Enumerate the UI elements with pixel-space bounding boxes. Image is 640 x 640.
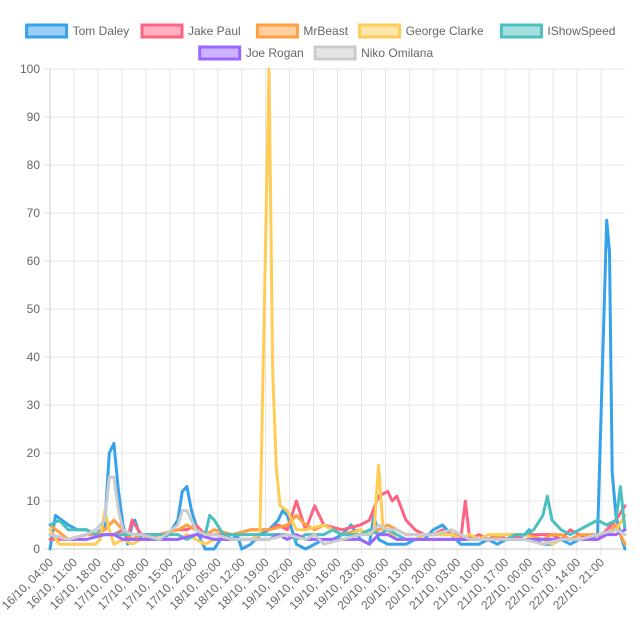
legend-label: IShowSpeed [547, 24, 615, 38]
legend-item-joe-rogan[interactable]: Joe Rogan [198, 45, 304, 61]
legend[interactable]: Tom Daley Jake Paul MrBeast George Clarke IS… [25, 23, 616, 61]
y-tick-label: 0 [33, 542, 40, 556]
legend-item-jake-paul[interactable]: Jake Paul [140, 23, 241, 39]
legend-item-niko-omilana[interactable]: Niko Omilana [313, 45, 433, 61]
y-tick-label: 80 [27, 158, 41, 172]
y-tick-label: 40 [27, 350, 41, 364]
y-tick-label: 20 [27, 446, 41, 460]
legend-item-george-clarke[interactable]: George Clarke [358, 23, 484, 39]
legend-label: Joe Rogan [246, 46, 304, 60]
legend-label: Tom Daley [73, 24, 130, 38]
legend-label: Niko Omilana [361, 46, 433, 60]
legend-label: George Clarke [406, 24, 484, 38]
series-line-joe-rogan[interactable] [48, 528, 627, 546]
axes [49, 69, 625, 550]
y-tick-label: 90 [27, 110, 41, 124]
legend-label: MrBeast [303, 24, 348, 38]
legend-swatch [140, 23, 184, 39]
series-lines [48, 67, 627, 551]
legend-swatch [499, 23, 543, 39]
legend-item-mrbeast[interactable]: MrBeast [255, 23, 349, 39]
legend-label: Jake Paul [188, 24, 241, 38]
legend-item-ishowspeed[interactable]: IShowSpeed [499, 23, 615, 39]
y-axis-ticks: 0 10 20 30 40 50 60 70 80 90 100 [20, 62, 40, 556]
legend-item-tom-daley[interactable]: Tom Daley [25, 23, 130, 39]
legend-swatch [198, 45, 242, 61]
y-tick-label: 50 [27, 302, 41, 316]
legend-swatch [255, 23, 299, 39]
legend-swatch [25, 23, 69, 39]
y-tick-label: 60 [27, 254, 41, 268]
y-tick-label: 30 [27, 398, 41, 412]
gridlines [44, 68, 625, 555]
y-tick-label: 70 [27, 206, 41, 220]
legend-swatch [313, 45, 357, 61]
y-tick-label: 100 [20, 62, 40, 76]
y-tick-label: 10 [27, 494, 41, 508]
legend-swatch [358, 23, 402, 39]
series-line-niko-omilana[interactable] [48, 475, 627, 546]
